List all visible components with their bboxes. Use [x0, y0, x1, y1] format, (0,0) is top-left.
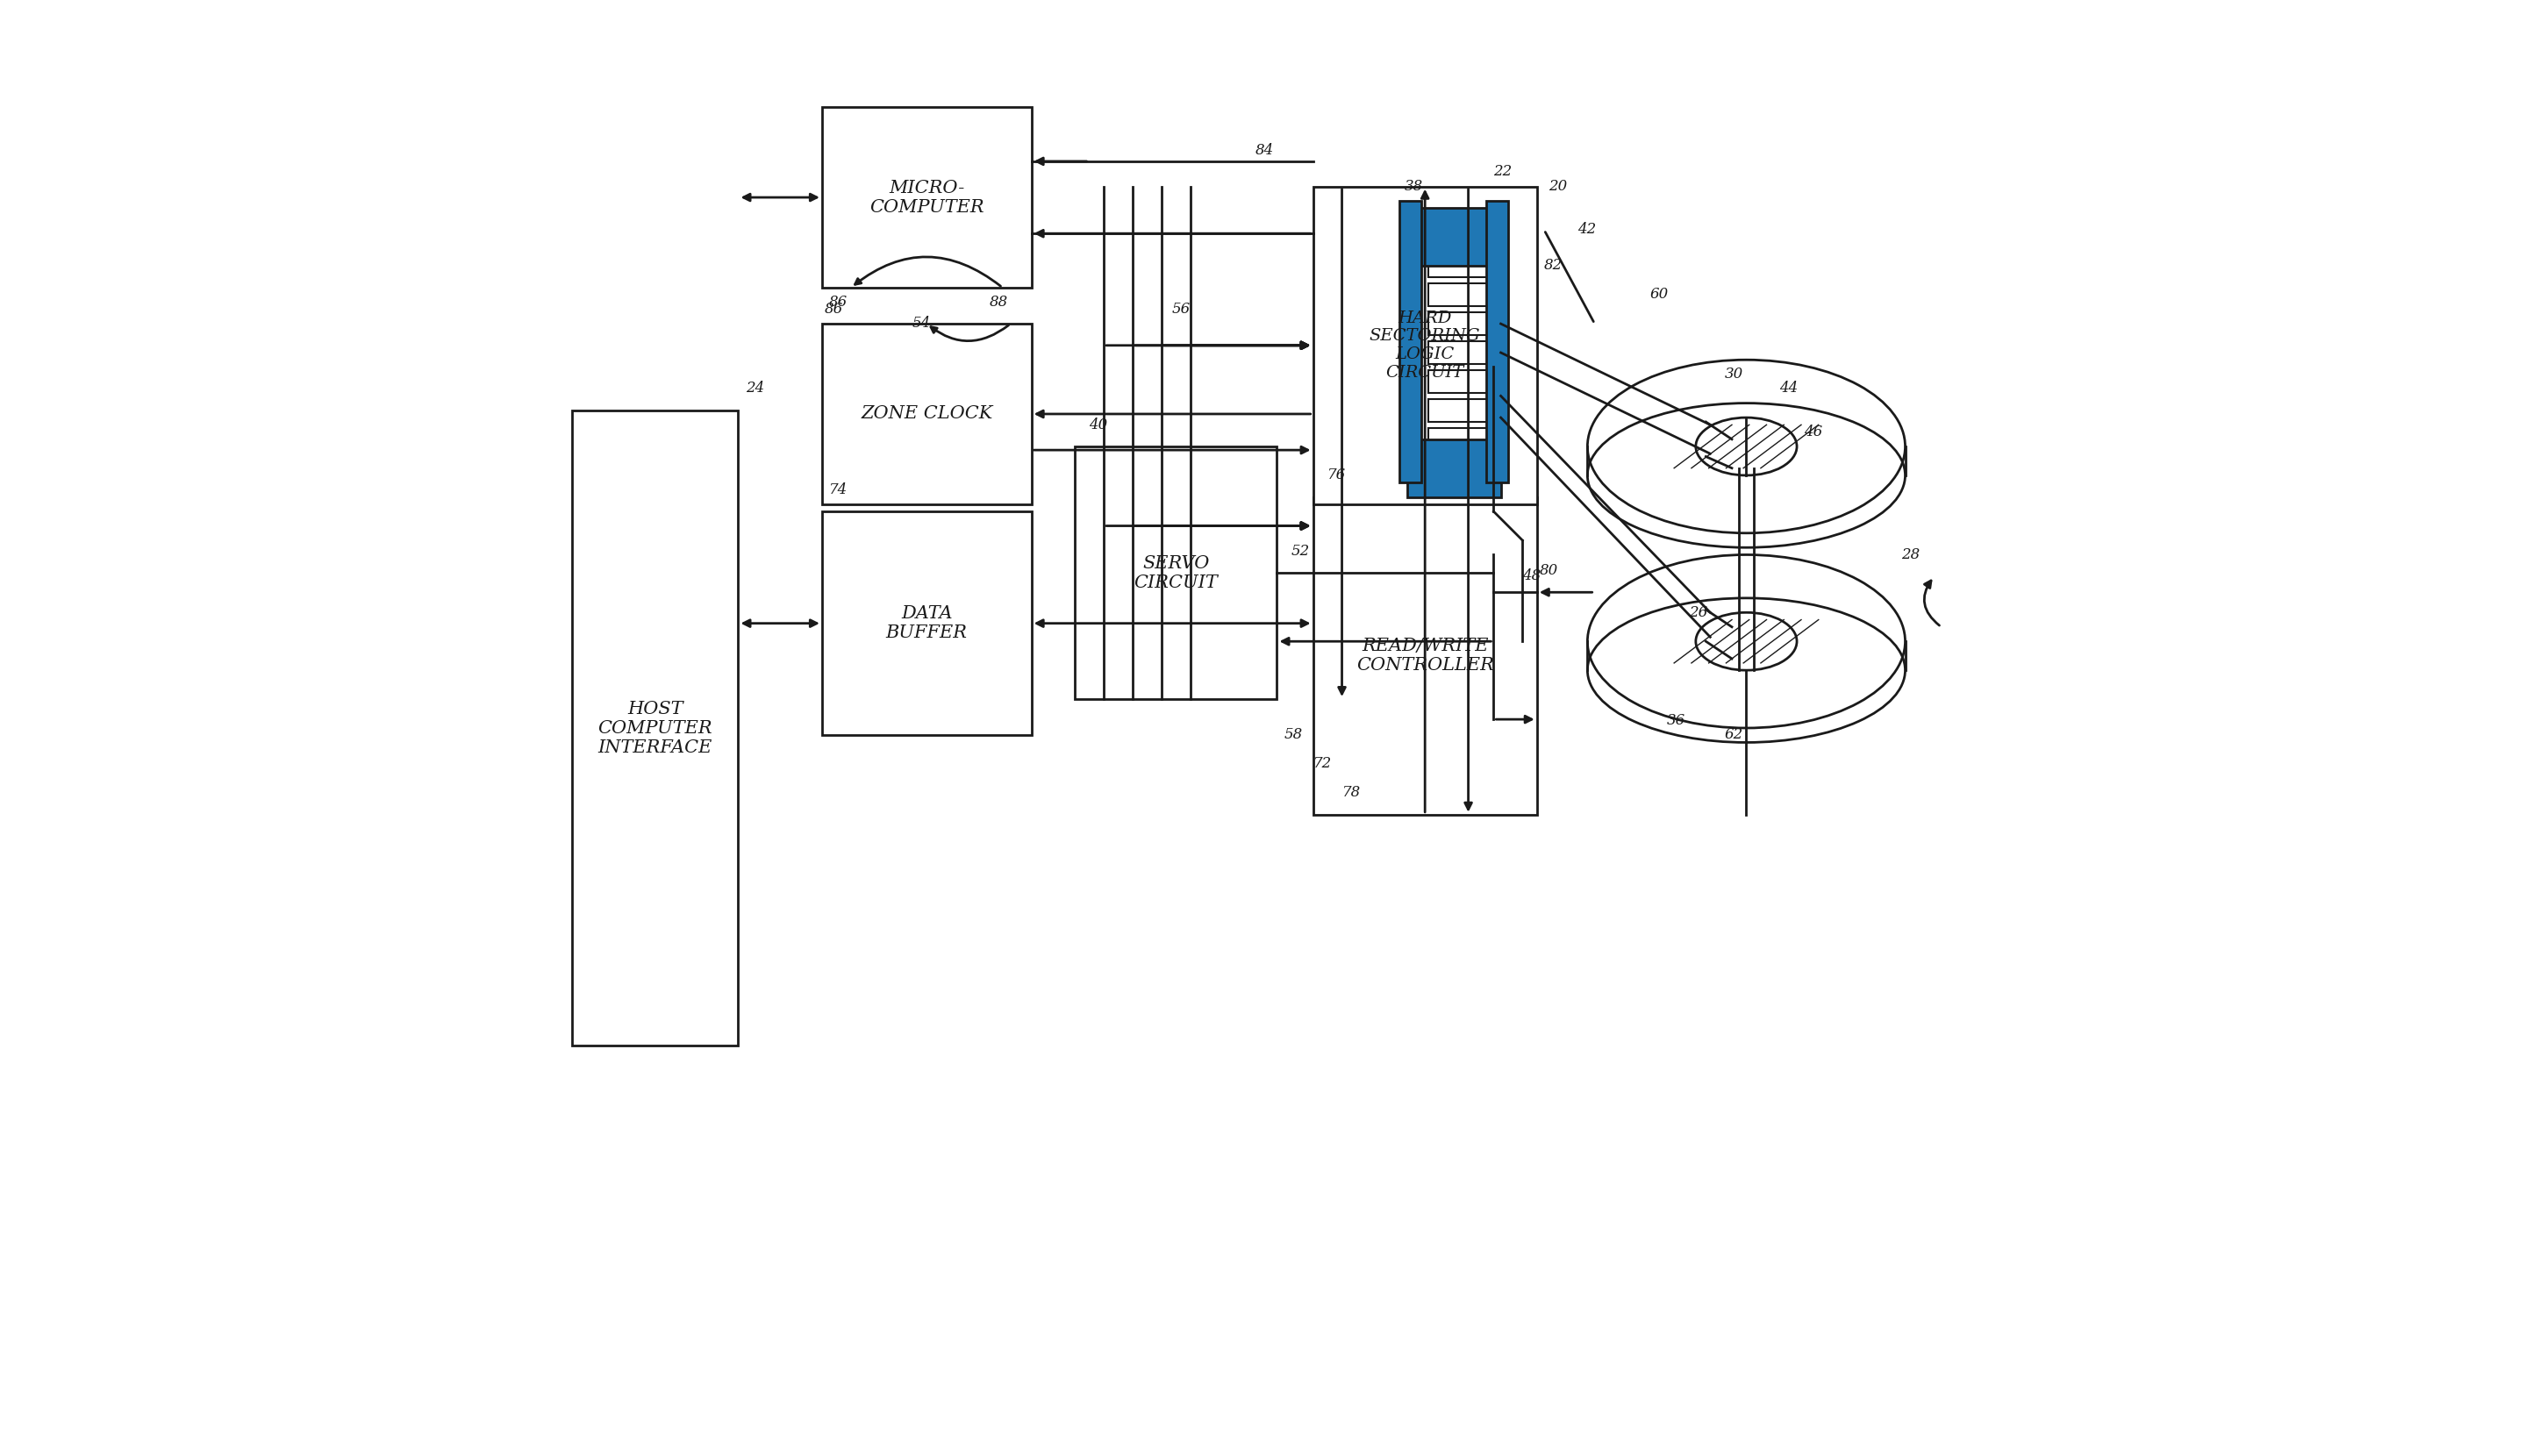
FancyBboxPatch shape [1313, 186, 1538, 504]
Text: 78: 78 [1341, 785, 1361, 801]
Text: 46: 46 [1803, 424, 1823, 440]
Text: 26: 26 [1689, 604, 1707, 620]
Text: 58: 58 [1285, 728, 1303, 743]
Text: 86: 86 [828, 294, 848, 309]
Text: 86: 86 [826, 301, 843, 316]
Text: MICRO-
COMPUTER: MICRO- COMPUTER [869, 179, 985, 215]
Bar [1487, 201, 1507, 482]
Bar [1429, 341, 1495, 364]
Text: READ/WRITE
CONTROLLER: READ/WRITE CONTROLLER [1356, 638, 1495, 674]
FancyBboxPatch shape [823, 108, 1030, 288]
FancyBboxPatch shape [573, 411, 737, 1045]
FancyBboxPatch shape [1076, 447, 1278, 699]
Text: 24: 24 [745, 381, 765, 396]
Text: ZONE CLOCK: ZONE CLOCK [861, 406, 992, 422]
Bar [1406, 440, 1500, 496]
Text: 28: 28 [1901, 547, 1919, 562]
Text: HOST
COMPUTER
INTERFACE: HOST COMPUTER INTERFACE [598, 700, 712, 756]
Bar [1429, 255, 1495, 278]
Text: 74: 74 [828, 482, 848, 496]
Bar [1429, 399, 1495, 422]
FancyBboxPatch shape [1313, 496, 1538, 814]
Bar [1429, 370, 1495, 393]
Text: 88: 88 [990, 294, 1007, 309]
FancyBboxPatch shape [823, 323, 1030, 504]
Text: 40: 40 [1088, 416, 1108, 432]
Text: SERVO
CIRCUIT: SERVO CIRCUIT [1134, 555, 1217, 591]
Bar [1429, 312, 1495, 335]
Text: DATA
BUFFER: DATA BUFFER [886, 606, 967, 641]
Text: 80: 80 [1540, 563, 1558, 578]
Text: 56: 56 [1172, 301, 1192, 316]
Text: 84: 84 [1255, 143, 1275, 157]
Text: 36: 36 [1666, 713, 1687, 728]
Bar [1406, 208, 1500, 266]
Text: 60: 60 [1649, 287, 1669, 301]
Text: 38: 38 [1404, 179, 1422, 194]
Text: 52: 52 [1290, 543, 1310, 558]
Text: 48: 48 [1523, 569, 1540, 584]
Text: 54: 54 [912, 316, 932, 331]
Text: 30: 30 [1725, 367, 1742, 381]
Text: 76: 76 [1328, 467, 1346, 482]
Text: 44: 44 [1780, 381, 1798, 396]
Text: 72: 72 [1313, 757, 1331, 772]
Text: 42: 42 [1578, 223, 1596, 237]
Bar [1429, 284, 1495, 306]
Bar [1399, 201, 1422, 482]
Bar [1429, 428, 1495, 451]
FancyBboxPatch shape [823, 511, 1030, 735]
Text: 22: 22 [1495, 165, 1512, 179]
Text: HARD
SECTORING
LOGIC
CIRCUIT: HARD SECTORING LOGIC CIRCUIT [1369, 310, 1480, 380]
Text: 20: 20 [1548, 179, 1568, 194]
Text: 62: 62 [1725, 728, 1742, 743]
Text: 82: 82 [1545, 258, 1563, 274]
